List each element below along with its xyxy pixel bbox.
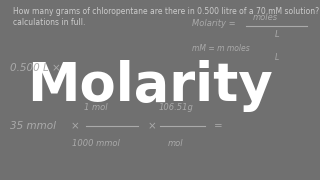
Text: =: = bbox=[214, 121, 223, 131]
Text: L: L bbox=[275, 30, 280, 39]
Text: 1000 mmol: 1000 mmol bbox=[72, 140, 120, 148]
Text: ×: × bbox=[70, 121, 79, 131]
Text: How many grams of chloropentane are there in 0.500 litre of a 70 mM solution? Sh: How many grams of chloropentane are ther… bbox=[13, 7, 320, 27]
Text: 35 mmol: 35 mmol bbox=[10, 121, 56, 131]
Text: mM = m moles: mM = m moles bbox=[192, 44, 250, 53]
Text: Molarity =: Molarity = bbox=[192, 19, 236, 28]
Text: Molarity: Molarity bbox=[28, 60, 273, 112]
Text: ×: × bbox=[147, 121, 156, 131]
Text: 106.51g: 106.51g bbox=[159, 103, 193, 112]
Text: 1 mol: 1 mol bbox=[84, 103, 108, 112]
Text: L: L bbox=[275, 53, 279, 62]
Text: 0.500 L ×: 0.500 L × bbox=[10, 63, 60, 73]
Text: mol: mol bbox=[168, 140, 184, 148]
Text: moles: moles bbox=[253, 14, 278, 22]
